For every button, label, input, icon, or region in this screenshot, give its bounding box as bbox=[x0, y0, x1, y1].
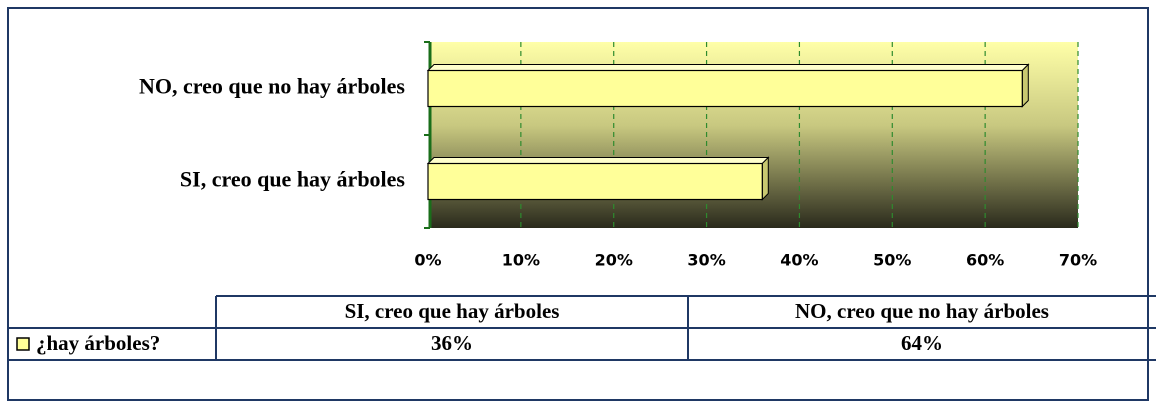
x-tick-label: 70% bbox=[1059, 251, 1097, 270]
table-header: NO, creo que no hay árboles bbox=[795, 299, 1049, 323]
y-tick-label: SI, creo que hay árboles bbox=[180, 167, 406, 192]
table-value: 64% bbox=[901, 331, 943, 355]
x-tick-label: 30% bbox=[687, 251, 725, 270]
y-tick-label: NO, creo que no hay árboles bbox=[139, 74, 405, 99]
x-tick-label: 50% bbox=[873, 251, 911, 270]
table-header: SI, creo que hay árboles bbox=[345, 299, 560, 323]
x-tick-label: 20% bbox=[595, 251, 633, 270]
x-tick-label: 10% bbox=[502, 251, 540, 270]
legend-key bbox=[16, 337, 30, 351]
table-value: 36% bbox=[431, 331, 473, 355]
x-tick-label: 40% bbox=[780, 251, 818, 270]
x-tick-label: 0% bbox=[414, 251, 441, 270]
bar-top bbox=[426, 64, 1030, 71]
x-tick-label: 60% bbox=[966, 251, 1004, 270]
bar-side bbox=[1021, 63, 1029, 108]
bar-top bbox=[426, 157, 770, 164]
bar bbox=[427, 162, 763, 201]
bar bbox=[427, 69, 1023, 108]
legend-label: ¿hay árboles? bbox=[36, 331, 160, 355]
bar-side bbox=[761, 156, 769, 201]
